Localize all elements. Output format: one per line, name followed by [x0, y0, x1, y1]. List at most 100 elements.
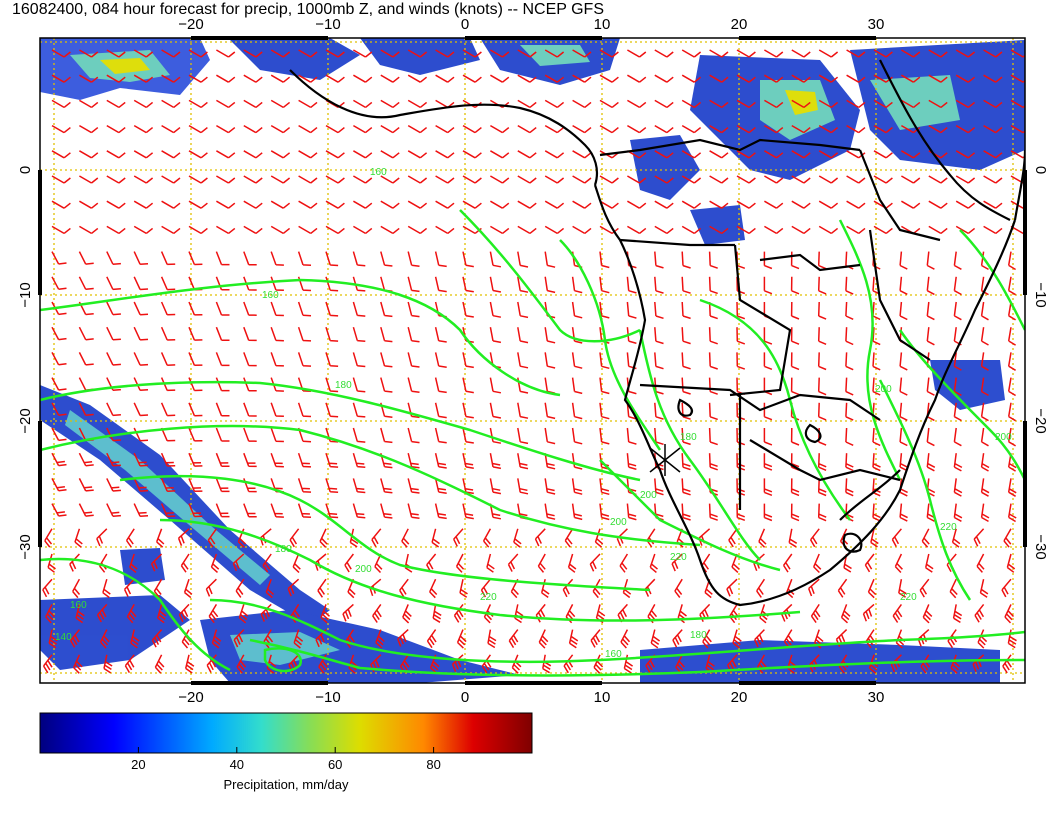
wind-barb	[407, 503, 420, 519]
wind-barb	[297, 452, 312, 468]
wind-barb	[51, 175, 71, 184]
wind-barb	[184, 654, 195, 674]
wind-barb	[654, 49, 674, 58]
contour-label: 160	[70, 600, 87, 611]
wind-barb	[953, 251, 962, 270]
wind-barb	[817, 503, 827, 522]
wind-barb	[243, 150, 263, 159]
wind-barb	[790, 352, 800, 371]
wind-barb	[1007, 427, 1016, 447]
wind-barb	[572, 99, 592, 109]
wind-barb	[270, 276, 284, 292]
wind-barb	[791, 99, 811, 109]
wind-barb	[243, 74, 263, 83]
wind-barb	[983, 200, 1003, 209]
contour-label: 180	[275, 544, 292, 555]
wind-barb	[270, 124, 291, 134]
wind-barb	[649, 553, 658, 573]
wind-barb	[352, 478, 366, 494]
wind-barb	[380, 301, 393, 318]
wind-barb	[517, 225, 537, 235]
wind-barb	[790, 377, 800, 396]
wind-barb	[434, 503, 447, 520]
wind-barb	[215, 301, 230, 316]
wind-barb	[681, 225, 702, 235]
wind-barb	[898, 579, 907, 598]
wind-barb	[317, 578, 327, 598]
wind-barb	[352, 427, 366, 443]
wind-barb	[270, 49, 291, 58]
wind-barb	[953, 301, 962, 321]
wind-barb	[1010, 99, 1025, 109]
wind-barb	[407, 200, 428, 209]
wind-barb	[407, 377, 420, 393]
wind-barb	[243, 377, 257, 392]
wind-barb	[872, 327, 881, 346]
wind-barb	[599, 251, 610, 269]
wind-barb	[51, 150, 71, 159]
wind-barb	[756, 654, 767, 674]
wind-barb	[215, 503, 230, 518]
wind-barb	[654, 124, 674, 134]
wind-barb	[435, 175, 455, 184]
wind-barb	[599, 49, 619, 58]
wind-barb	[980, 352, 989, 371]
wind-barb	[790, 251, 800, 270]
wind-barb	[818, 150, 839, 159]
wind-barb	[572, 225, 592, 235]
wind-barb	[736, 150, 756, 159]
wind-barb	[953, 478, 963, 497]
wind-barb	[79, 225, 99, 235]
right-lat-ticks: 0 −10 −20 −30	[1032, 166, 1049, 560]
wind-barb	[654, 478, 664, 496]
wind-barb	[270, 251, 284, 266]
wind-barb	[736, 225, 756, 235]
wind-barb	[51, 452, 67, 467]
wind-barb	[783, 629, 794, 649]
wind-barb	[486, 553, 495, 573]
wind-barb	[44, 528, 53, 548]
wind-barb	[459, 579, 468, 598]
wind-barb	[617, 603, 628, 623]
wind-barb	[51, 200, 71, 209]
wind-barb	[407, 276, 420, 293]
wind-barb	[106, 74, 126, 83]
wind-barb	[297, 251, 312, 267]
wind-barb	[919, 578, 930, 598]
wind-barb	[133, 402, 149, 417]
wind-barb	[790, 503, 800, 522]
wind-barb	[236, 654, 247, 674]
wind-barb	[490, 49, 510, 58]
wind-barb	[709, 124, 729, 134]
wind-barb	[890, 654, 902, 673]
wind-barb	[79, 150, 99, 159]
wind-barb	[490, 150, 510, 159]
wind-barb	[873, 124, 893, 134]
wind-barb	[371, 528, 382, 547]
wind-barb	[736, 99, 756, 109]
wind-barb	[160, 301, 176, 316]
wind-barb	[287, 578, 300, 597]
bottom-lon-ticks: −20 −10 0 10 20 30	[178, 689, 884, 706]
wind-barb	[298, 74, 318, 83]
wind-barb	[537, 553, 546, 573]
wind-barb	[572, 175, 592, 184]
wind-barb	[462, 276, 474, 293]
wind-barb	[435, 49, 455, 58]
wind-barb	[764, 99, 784, 109]
wind-barb	[599, 200, 619, 209]
wind-barb	[188, 99, 208, 109]
wind-barb	[380, 327, 393, 343]
wind-barb	[489, 427, 502, 444]
wind-barb	[818, 74, 839, 83]
wind-barb	[407, 251, 420, 267]
wind-barb	[1007, 251, 1016, 271]
wind-barb	[672, 629, 683, 648]
wind-barb	[544, 478, 556, 495]
wind-barb	[462, 503, 474, 520]
wind-barb	[78, 326, 94, 341]
wind-barb	[78, 478, 94, 492]
wind-barb	[292, 553, 301, 574]
wind-barb	[681, 377, 691, 395]
wind-barb	[517, 327, 529, 344]
